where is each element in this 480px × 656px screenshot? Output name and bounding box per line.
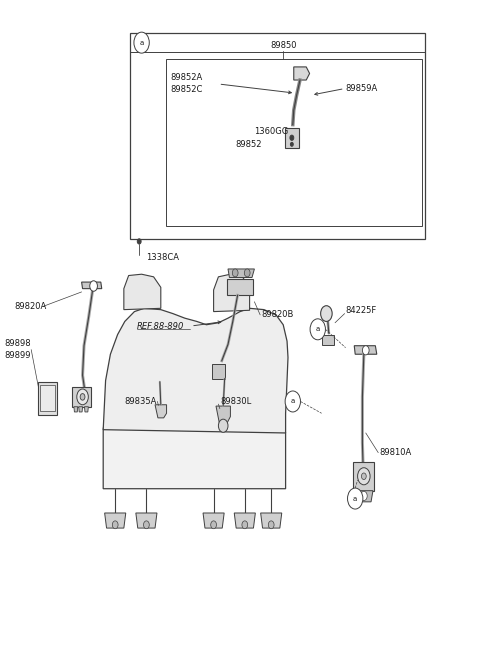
Text: a: a xyxy=(291,398,295,405)
Text: a: a xyxy=(316,326,320,333)
Text: 89830L: 89830L xyxy=(221,397,252,406)
Circle shape xyxy=(144,521,149,529)
Circle shape xyxy=(242,521,248,529)
Text: 1360GG: 1360GG xyxy=(254,127,288,136)
Circle shape xyxy=(244,269,250,277)
Circle shape xyxy=(218,419,228,432)
Circle shape xyxy=(232,269,238,277)
Polygon shape xyxy=(84,407,88,412)
Circle shape xyxy=(310,319,325,340)
Polygon shape xyxy=(216,406,230,423)
Text: a: a xyxy=(140,39,144,46)
Polygon shape xyxy=(294,67,310,80)
Polygon shape xyxy=(40,385,55,411)
Text: 89835A: 89835A xyxy=(125,397,157,406)
Polygon shape xyxy=(79,407,83,412)
Circle shape xyxy=(362,346,369,355)
Polygon shape xyxy=(74,407,78,412)
Text: 89852C: 89852C xyxy=(170,85,203,94)
Circle shape xyxy=(90,281,97,291)
Text: 89898: 89898 xyxy=(5,339,31,348)
Polygon shape xyxy=(105,513,126,528)
Circle shape xyxy=(358,468,370,485)
Polygon shape xyxy=(228,269,254,277)
Polygon shape xyxy=(212,364,225,379)
Circle shape xyxy=(211,521,216,529)
Polygon shape xyxy=(354,346,377,354)
Polygon shape xyxy=(234,513,255,528)
Polygon shape xyxy=(214,274,250,312)
Text: REF.88-890: REF.88-890 xyxy=(137,321,184,331)
Polygon shape xyxy=(227,279,253,295)
Circle shape xyxy=(112,521,118,529)
Circle shape xyxy=(80,394,85,400)
Circle shape xyxy=(77,389,88,405)
Text: 89899: 89899 xyxy=(5,351,31,360)
Text: 89810A: 89810A xyxy=(379,448,411,457)
Circle shape xyxy=(137,239,141,244)
Text: a: a xyxy=(353,495,357,502)
Polygon shape xyxy=(136,513,157,528)
Text: 84225F: 84225F xyxy=(346,306,377,315)
Polygon shape xyxy=(155,405,167,418)
Circle shape xyxy=(361,473,366,480)
Polygon shape xyxy=(82,282,102,289)
Circle shape xyxy=(134,32,149,53)
Polygon shape xyxy=(124,274,161,310)
Text: 89852: 89852 xyxy=(235,140,262,149)
Text: 89820B: 89820B xyxy=(262,310,294,319)
Text: 89852A: 89852A xyxy=(170,73,203,82)
Polygon shape xyxy=(38,382,57,415)
Polygon shape xyxy=(261,513,282,528)
Circle shape xyxy=(348,488,363,509)
Circle shape xyxy=(290,135,294,140)
Circle shape xyxy=(268,521,274,529)
Circle shape xyxy=(285,391,300,412)
Text: 1338CA: 1338CA xyxy=(146,253,180,262)
Text: 89850: 89850 xyxy=(270,41,297,51)
Circle shape xyxy=(290,142,293,146)
Circle shape xyxy=(360,491,367,501)
Polygon shape xyxy=(353,462,374,491)
Polygon shape xyxy=(354,491,373,502)
Text: 89820A: 89820A xyxy=(14,302,47,311)
Polygon shape xyxy=(285,128,299,148)
Polygon shape xyxy=(203,513,224,528)
Polygon shape xyxy=(103,380,286,489)
Polygon shape xyxy=(322,335,334,345)
Polygon shape xyxy=(103,308,288,433)
Text: 89859A: 89859A xyxy=(346,84,378,93)
Polygon shape xyxy=(72,387,91,407)
Circle shape xyxy=(321,306,332,321)
